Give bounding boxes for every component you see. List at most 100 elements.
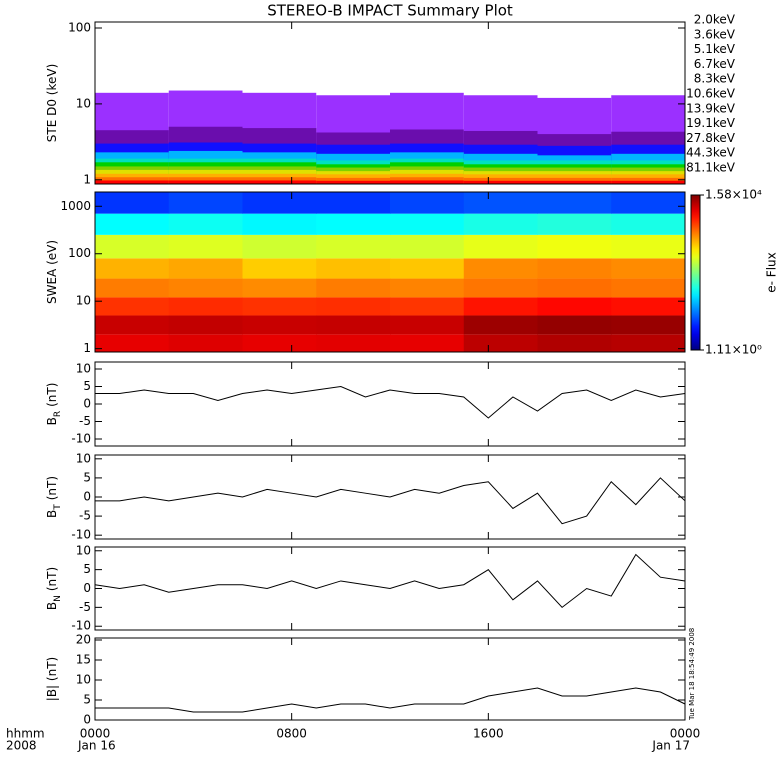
colorbar — [690, 194, 701, 351]
flux-cell — [537, 297, 612, 316]
flux-cell — [95, 258, 170, 279]
flux-cell — [611, 213, 686, 235]
flux-cell — [95, 192, 170, 214]
flux-cell — [537, 192, 612, 214]
flux-cell — [611, 334, 686, 352]
y-axis-label-part: STE D0 (keV) — [45, 64, 59, 143]
field-line — [95, 385, 686, 419]
y-axis-label: |B| (nT) — [45, 657, 59, 701]
flux-cell — [537, 278, 612, 298]
flux-cell — [316, 258, 391, 279]
y-axis-label: BN (nT) — [45, 567, 63, 610]
y-axis-label-part: (nT) — [45, 383, 59, 407]
legend-entry: 19.1keV — [686, 116, 736, 130]
flux-cell — [390, 315, 465, 335]
flux-cell — [95, 334, 170, 352]
y-tick-label: -5 — [79, 509, 91, 523]
flux-cell — [316, 297, 391, 316]
y-tick-label: 10 — [76, 543, 91, 557]
flux-cell — [316, 315, 391, 335]
flux-cell — [390, 234, 465, 259]
flux-cell — [390, 278, 465, 298]
flux-cell — [316, 192, 391, 214]
y-axis-label: BT (nT) — [45, 476, 63, 518]
flux-cell — [242, 234, 317, 259]
y-axis-label-part: B — [45, 417, 59, 425]
x-tick-label: 0000 — [80, 727, 111, 741]
colorbar-tick-label: 1.58×10⁴ — [705, 188, 762, 202]
y-tick-label: 10 — [76, 673, 91, 687]
y-tick-label: 1 — [83, 172, 91, 186]
channel-bar — [95, 180, 169, 184]
flux-cell — [463, 213, 538, 235]
y-axis-label: STE D0 (keV) — [45, 64, 59, 143]
y-tick-label: 1000 — [60, 199, 91, 213]
flux-cell — [463, 278, 538, 298]
x-tick-label: 1600 — [473, 727, 504, 741]
y-axis-label-part: (nT) — [45, 567, 59, 591]
field-line — [95, 477, 686, 525]
field-line — [94, 553, 686, 609]
flux-cell — [611, 192, 686, 214]
flux-cell — [463, 192, 538, 214]
legend-entry: 5.1keV — [694, 42, 736, 56]
flux-cell — [168, 192, 243, 214]
y-tick-label: 5 — [83, 470, 91, 484]
flux-cell — [390, 334, 465, 352]
flux-cell — [242, 258, 317, 279]
y-axis-label-part: B — [45, 510, 59, 518]
start-date: Jan 16 — [77, 739, 116, 753]
timestamp: Tue Mar 18 18:54:49 2008 — [688, 628, 696, 721]
flux-cell — [316, 278, 391, 298]
panel-frame — [94, 637, 686, 721]
legend-entry: 6.7keV — [694, 57, 736, 71]
y-tick-label: 0 — [83, 581, 91, 595]
flux-cell — [95, 234, 170, 259]
flux-cell — [168, 297, 243, 316]
flux-cell — [95, 213, 170, 235]
flux-cell — [390, 258, 465, 279]
panel-frame — [94, 191, 686, 353]
colorbar-tick-label: 1.11×10⁰ — [705, 343, 762, 357]
y-axis-label-part: SWEA (eV) — [45, 240, 59, 304]
channel-bar — [242, 180, 317, 184]
flux-cell — [95, 297, 170, 316]
flux-cell — [611, 297, 686, 316]
y-tick-label: 10 — [76, 362, 91, 376]
flux-cell — [537, 258, 612, 279]
y-tick-label: 100 — [68, 246, 91, 260]
y-tick-label: 20 — [76, 633, 91, 647]
y-axis-label-part: B — [45, 602, 59, 610]
y-tick-label: -10 — [71, 528, 91, 542]
y-tick-label: 10 — [76, 451, 91, 465]
flux-cell — [242, 297, 317, 316]
y-tick-label: 5 — [83, 379, 91, 393]
flux-cell — [242, 213, 317, 235]
legend-entry: 27.8keV — [686, 131, 736, 145]
channel-bar — [316, 180, 390, 184]
flux-cell — [316, 334, 391, 352]
field-line — [95, 687, 686, 713]
y-tick-label: 100 — [68, 21, 91, 35]
flux-cell — [611, 278, 686, 298]
channel-bar — [168, 180, 243, 184]
y-tick-label: -5 — [79, 600, 91, 614]
flux-cell — [316, 213, 391, 235]
y-tick-label: -10 — [71, 619, 91, 633]
flux-cell — [463, 334, 538, 352]
legend-entry: 3.6keV — [694, 27, 736, 41]
flux-cell — [242, 278, 317, 298]
legend-entry: 13.9keV — [686, 101, 736, 115]
y-tick-label: 10 — [76, 96, 91, 110]
channel-bar — [611, 180, 685, 184]
flux-cell — [390, 297, 465, 316]
y-tick-label: 10 — [76, 294, 91, 308]
y-tick-label: 5 — [83, 562, 91, 576]
flux-cell — [316, 234, 391, 259]
flux-cell — [537, 234, 612, 259]
y-tick-label: 0 — [83, 490, 91, 504]
channel-bar — [537, 180, 612, 184]
panel-frame — [94, 21, 686, 185]
flux-cell — [168, 213, 243, 235]
flux-cell — [611, 234, 686, 259]
